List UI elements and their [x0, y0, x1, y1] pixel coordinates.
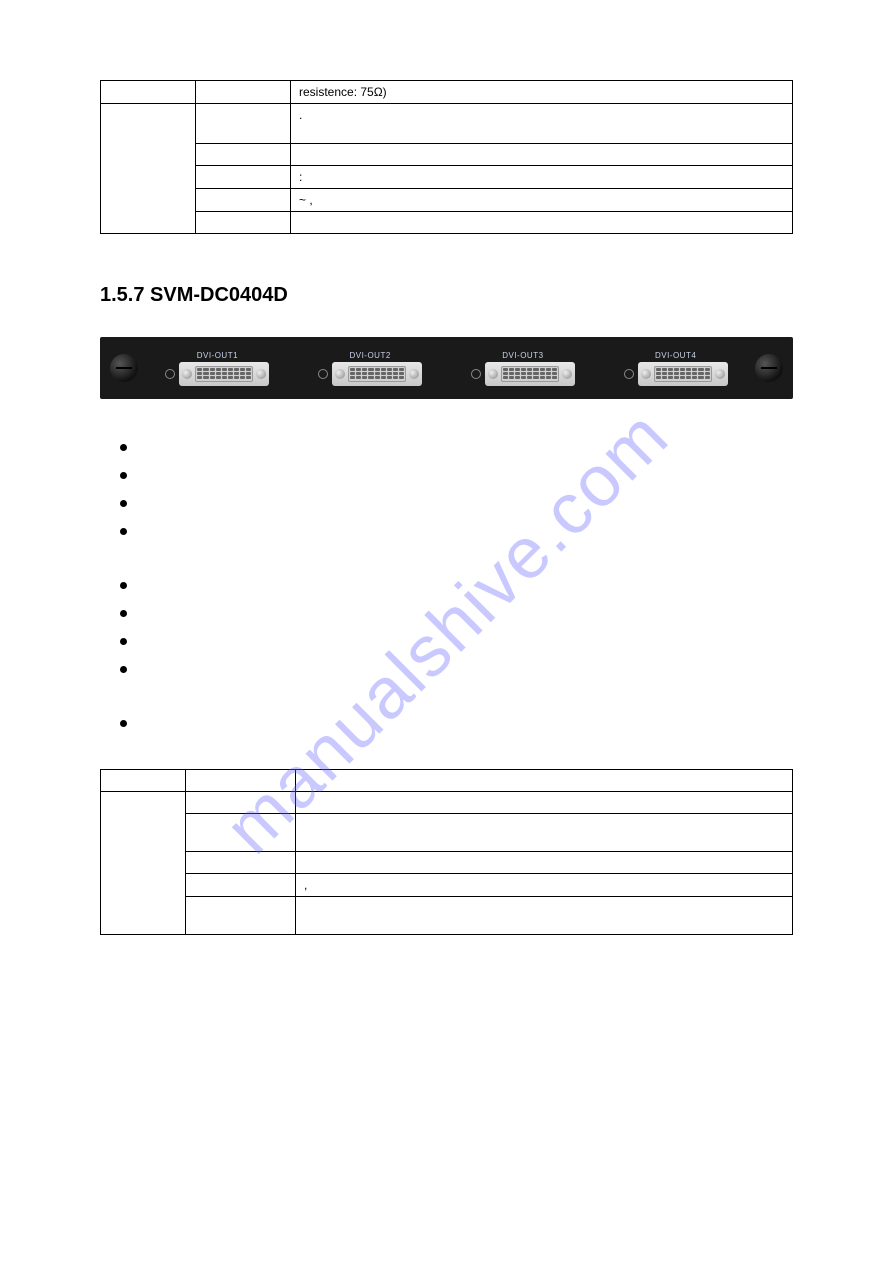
t1-r4c3: : — [291, 166, 793, 189]
dvi-connector-icon — [485, 362, 575, 386]
dvi-screw-icon — [256, 369, 266, 379]
t2-r6c3 — [296, 897, 793, 935]
dvi-screw-icon — [562, 369, 572, 379]
dvi-port-3: DVI-OUT3 — [450, 351, 597, 386]
feature-item — [120, 661, 793, 675]
t1-r1c2 — [196, 81, 291, 104]
device-panel-image: DVI-OUT1 DVI-OUT2 — [100, 337, 793, 399]
t1-r3c2 — [196, 144, 291, 166]
t1-r2c3: . — [291, 104, 793, 144]
dvi-screw-icon — [182, 369, 192, 379]
feature-item — [120, 439, 793, 453]
panel-screw-left-icon — [110, 354, 138, 382]
t2-r5c2 — [186, 874, 296, 897]
t1-r2c2 — [196, 104, 291, 144]
dvi-screw-icon — [715, 369, 725, 379]
dvi-screw-icon — [488, 369, 498, 379]
t1-r6c3 — [291, 212, 793, 234]
dvi-screw-icon — [641, 369, 651, 379]
dvi-port-1: DVI-OUT1 — [144, 351, 291, 386]
feature-list — [120, 439, 793, 729]
t2-r5c3: , — [296, 874, 793, 897]
t1-r6c2 — [196, 212, 291, 234]
t2-group-cell — [101, 792, 186, 935]
feature-item — [120, 715, 793, 729]
port-label-1: DVI-OUT1 — [197, 351, 238, 360]
t1-r5c3: ~ , — [291, 189, 793, 212]
feature-item — [120, 467, 793, 481]
t1-r1c1 — [101, 81, 196, 104]
t2-r4c3 — [296, 852, 793, 874]
port-label-2: DVI-OUT2 — [349, 351, 390, 360]
t2-r3c2 — [186, 814, 296, 852]
dvi-connector-icon — [179, 362, 269, 386]
dvi-pins-icon — [501, 366, 559, 382]
t1-r4c2 — [196, 166, 291, 189]
t2-r4c2 — [186, 852, 296, 874]
dvi-port-2: DVI-OUT2 — [297, 351, 444, 386]
feature-item — [120, 523, 793, 537]
spec-table-2: , — [100, 769, 793, 935]
t2-r2c3 — [296, 792, 793, 814]
spec-table-continued: resistence: 75Ω) . : ~ , — [100, 80, 793, 234]
t2-r2c2 — [186, 792, 296, 814]
dvi-connector-icon — [332, 362, 422, 386]
panel-screw-right-icon — [755, 354, 783, 382]
t2-r1c2 — [186, 770, 296, 792]
dvi-pins-icon — [195, 366, 253, 382]
port-label-3: DVI-OUT3 — [502, 351, 543, 360]
dvi-connector-icon — [638, 362, 728, 386]
t1-r1c3: resistence: 75Ω) — [291, 81, 793, 104]
dvi-port-4: DVI-OUT4 — [602, 351, 749, 386]
feature-item — [120, 577, 793, 591]
t2-r6c2 — [186, 897, 296, 935]
t2-r1c1 — [101, 770, 186, 792]
t1-r5c2 — [196, 189, 291, 212]
power-icon — [471, 369, 481, 379]
dvi-pins-icon — [348, 366, 406, 382]
power-icon — [624, 369, 634, 379]
t2-r3c3 — [296, 814, 793, 852]
feature-item — [120, 633, 793, 647]
feature-item — [120, 495, 793, 509]
t1-r3c3 — [291, 144, 793, 166]
feature-item — [120, 605, 793, 619]
dvi-screw-icon — [335, 369, 345, 379]
section-heading: 1.5.7 SVM-DC0404D — [100, 284, 793, 307]
power-icon — [318, 369, 328, 379]
t1-r2c1 — [101, 104, 196, 234]
dvi-pins-icon — [654, 366, 712, 382]
port-label-4: DVI-OUT4 — [655, 351, 696, 360]
dvi-screw-icon — [409, 369, 419, 379]
t2-r1c3 — [296, 770, 793, 792]
power-icon — [165, 369, 175, 379]
